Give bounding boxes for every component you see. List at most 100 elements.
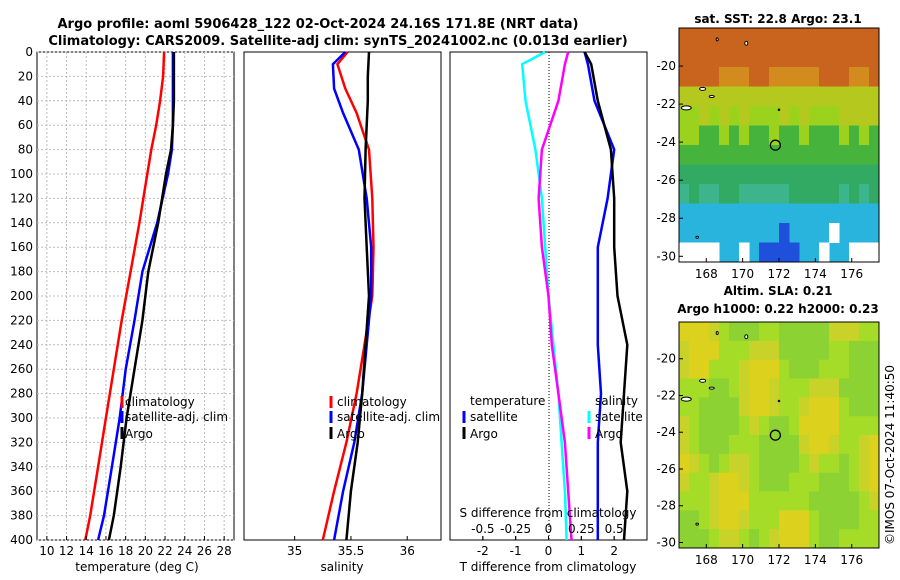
sst-cell [779,86,790,107]
sst-cell [819,145,830,165]
sst-cell [799,67,810,87]
sst-cell [769,223,780,243]
sla-cell [779,416,790,436]
sst-cell [809,106,820,126]
sst-cell [789,145,800,165]
sla-cell [779,435,790,455]
sst-cell [839,164,850,185]
sst-cell [819,203,830,224]
sla-cell [839,529,850,549]
sla-cell [839,397,850,417]
sla-ytick-label: -26 [656,462,676,476]
sst-cold-cell [779,223,790,243]
sla-cell [759,453,770,474]
sst-missing-cell [689,242,700,263]
sst-cell [869,47,880,68]
sla-cell [719,472,730,492]
temperature-xtick-label: 14 [79,544,94,558]
sla-cell [759,359,770,379]
sst-xtick-label: 174 [804,267,827,281]
sst-cell [799,145,810,165]
sla-cell [719,416,730,436]
sla-cell [789,435,800,455]
sla-cell [839,491,850,511]
sst-cell [789,125,800,146]
sla-cell [769,397,780,417]
sst-cell [679,106,690,126]
sla-cell [719,435,730,455]
sla-cell [739,340,750,361]
sla-cell [759,340,770,361]
sla-cell [789,397,800,417]
sst-cell [809,67,820,87]
sla-cell [799,435,810,455]
sst-cell [729,203,740,224]
sla-cell [689,472,700,492]
temperature-xtick-label: 24 [177,544,192,558]
sst-cell [759,28,770,48]
sst-cold-cell [769,242,780,263]
depth-tick-label: 200 [10,289,33,303]
sst-cell [699,86,710,107]
sst-cell [809,184,820,204]
sla-cell [679,340,690,361]
sst-cell [679,223,690,243]
sla-cell [849,529,860,549]
sla-cell [689,322,700,342]
sst-cell [699,164,710,185]
sla-cell [739,322,750,342]
sla-cell [819,378,830,398]
sst-cell [849,184,860,204]
sla-cell [769,340,780,361]
sla-cell [819,340,830,361]
sst-cell [809,145,820,165]
sst-cell [709,47,720,68]
sst-cell [759,86,770,107]
sst-cell [719,47,730,68]
sla-cell [679,435,690,455]
depth-tick-label: 240 [10,338,33,352]
sst-cell [689,28,700,48]
sst-cell [859,125,870,146]
sst-ytick-label: -22 [656,97,676,111]
sla-cell [749,472,760,492]
sst-cell [689,125,700,146]
depth-tick-label: 300 [10,411,33,425]
sla-cell [729,472,740,492]
sla-cell [839,416,850,436]
sla-cell [849,453,860,474]
sla-cell [769,472,780,492]
sla-cell [709,472,720,492]
sla-island [699,378,707,383]
sla-cell [719,378,730,398]
sla-cell [799,510,810,530]
sla-cell [819,491,830,511]
sla-cell [699,322,710,342]
sla-cell [819,472,830,492]
sla-cell [859,529,870,549]
sla-cell [749,453,760,474]
sst-island [708,94,715,98]
sla-cell [769,322,780,342]
sst-cell [679,203,690,224]
sst-island [777,108,781,112]
sst-cell [799,106,810,126]
sla-cell [839,322,850,342]
sst-cell [739,106,750,126]
sla-cell [869,340,880,361]
sla-cell [799,453,810,474]
sla-cell [749,359,760,379]
depth-tick-label: 340 [10,460,33,474]
sla-cell [779,529,790,549]
sst-cell [789,203,800,224]
sla-cell [689,529,700,549]
sla-cell [809,435,820,455]
salinity-panel: 35 35.5 36 salinity climatology satellite-… [243,51,442,574]
sst-cell [709,106,720,126]
s-legend-argo-label: Argo [337,427,365,441]
sst-xtick-label: 170 [731,267,754,281]
tdiff-xtick-label: -2 [477,544,489,558]
sla-cell [709,340,720,361]
legend-argo-label: Argo [125,427,153,441]
